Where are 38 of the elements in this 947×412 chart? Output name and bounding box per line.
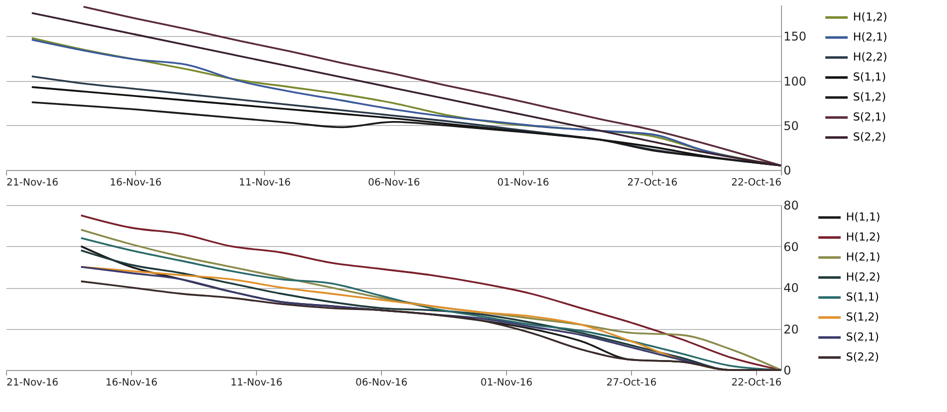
legend-label: S(1,1)	[846, 290, 880, 304]
legend-label: S(2,1)	[846, 330, 880, 344]
legend-label: S(2,2)	[846, 350, 880, 364]
y-tick-label: 0	[784, 164, 792, 178]
x-tick-label: 21-Nov-16	[6, 178, 58, 188]
y-tick-label: 0	[784, 364, 792, 378]
y-tick-label: 80	[784, 198, 799, 212]
x-tick-label: 06-Nov-16	[368, 178, 420, 188]
x-tick-label: 22-Oct-16	[731, 178, 782, 188]
x-tick-label: 11-Nov-16	[238, 178, 291, 188]
y-tick-label: 60	[784, 240, 799, 254]
y-tick-label: 100	[784, 74, 806, 88]
x-tick-label: 11-Nov-16	[230, 378, 282, 388]
x-tick-label: 27-Oct-16	[627, 178, 678, 188]
x-tick-label: 16-Nov-16	[106, 378, 158, 388]
x-tick-label: 16-Nov-16	[110, 178, 162, 188]
y-tick-label: 20	[784, 322, 799, 336]
legend-label: S(1,2)	[853, 90, 886, 104]
legend-label: H(1,2)	[846, 230, 880, 244]
x-tick-label: 27-Oct-16	[606, 378, 657, 388]
x-tick-label: 21-Nov-16	[6, 378, 58, 388]
legend-label: S(1,1)	[853, 70, 886, 84]
legend-label: S(2,2)	[853, 130, 886, 144]
legend-label: H(2,1)	[846, 250, 880, 264]
legend-label: H(2,1)	[853, 30, 888, 44]
y-tick-label: 50	[784, 118, 799, 133]
y-tick-label: 40	[784, 281, 799, 295]
x-tick-label: 01-Nov-16	[480, 378, 532, 388]
legend-label: H(2,2)	[846, 270, 880, 284]
legend-label: S(1,2)	[846, 310, 880, 324]
legend-label: S(2,1)	[853, 110, 886, 124]
legend-label: H(1,2)	[853, 10, 888, 24]
y-tick-label: 150	[784, 30, 806, 44]
x-tick-label: 22-Oct-16	[731, 378, 782, 388]
x-tick-label: 01-Nov-16	[497, 178, 550, 188]
legend-label: H(2,2)	[853, 50, 888, 64]
x-tick-label: 06-Nov-16	[356, 378, 408, 388]
legend-label: H(1,1)	[846, 210, 880, 224]
